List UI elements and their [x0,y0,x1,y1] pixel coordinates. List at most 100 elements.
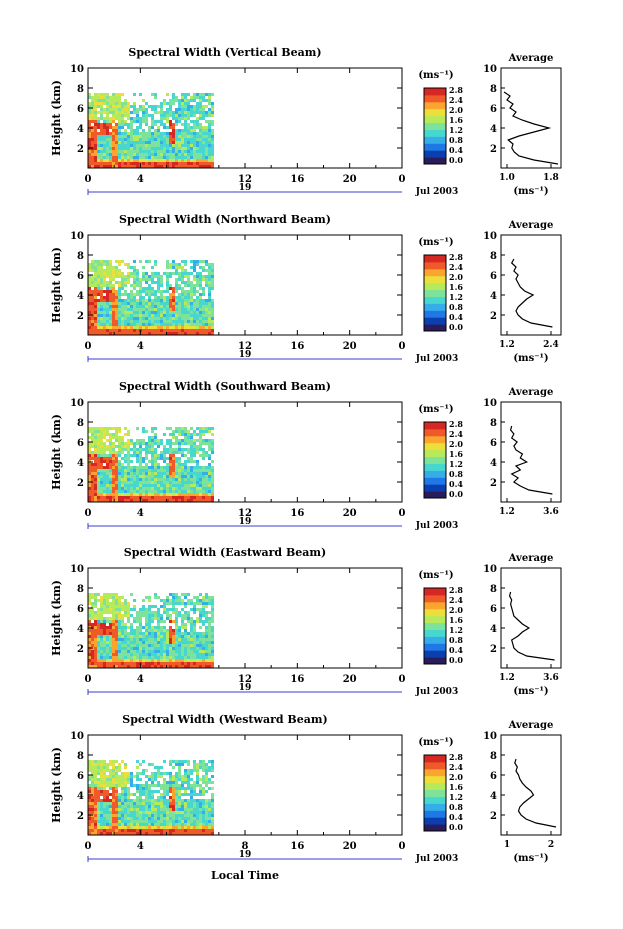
colorbar-frame [423,754,447,832]
profile-y-tick-label: 10 [483,731,497,742]
colorbar-swatch [424,129,446,137]
y-tick-label: 10 [70,564,84,575]
colorbar-swatch [424,422,446,430]
x-tick-label: 0 [399,341,406,352]
x-tick-label: 0 [399,674,406,685]
colorbar-swatch [424,463,446,471]
y-axis-label: Height (km) [50,414,63,490]
profile-title: Average [508,220,554,231]
day-label: 19 [239,350,252,360]
y-tick-label: 8 [77,251,84,262]
colorbar-swatch [424,629,446,637]
profile: Average 2 4 6 8 10 1.2 3.6 [483,387,562,517]
profile-title: Average [508,387,554,398]
colorbar-label: (ms⁻¹) [418,404,453,415]
colorbar-tick-label: 2.0 [449,605,463,615]
colorbar-tick-label: 1.2 [449,459,463,469]
colorbar-frame [423,87,447,165]
colorbar-swatch [424,796,446,804]
heatmap-cells [88,760,214,835]
colorbar-swatch [424,803,446,811]
y-tick-label: 6 [77,104,84,115]
colorbar-swatch [424,310,446,318]
x-tick-label: 12 [238,341,252,352]
y-tick-label: 10 [70,64,84,75]
y-tick-label: 6 [77,771,84,782]
colorbar-swatch [424,115,446,124]
y-tick-label: 2 [77,311,84,322]
colorbar-swatch [424,817,446,825]
y-tick-label: 10 [70,231,84,242]
x-tick-label: 0 [85,341,92,352]
x-tick-label: 16 [290,508,304,519]
y-tick-label: 4 [77,124,84,135]
panel-title: Spectral Width (Vertical Beam) [128,46,321,59]
colorbar-tick-label: 1.6 [449,449,463,459]
profile-y-tick-label: 10 [483,564,497,575]
colorbar-swatch [424,296,446,304]
profile-y-tick-label: 2 [490,811,497,822]
profile-y-tick-label: 4 [490,791,497,802]
colorbar-swatch [424,122,446,130]
colorbar-swatch [424,261,446,270]
colorbar-tick-label: 0.0 [449,655,463,665]
colorbar-tick-label: 2.4 [449,262,463,272]
panel-title: Spectral Width (Westward Beam) [122,713,327,726]
y-tick-label: 6 [77,438,84,449]
colorbar-swatch [424,255,446,263]
profile-line [514,758,557,828]
colorbar-swatch [424,268,446,277]
profile-frame [500,401,562,503]
profile-y-tick-label: 6 [490,438,497,449]
x-tick-label: 12 [238,174,252,185]
profile: Average 2 4 6 8 10 1.2 3.6 (ms⁻¹) [483,553,562,697]
colorbar-swatch [424,275,446,284]
colorbar-tick-label: 1.6 [449,115,463,125]
profile-line [503,91,559,165]
colorbar-tick-label: 1.2 [449,625,463,635]
colorbar-swatch [424,824,446,832]
colorbar-swatch [424,303,446,311]
colorbar-tick-label: 0.0 [449,322,463,332]
y-tick-label: 8 [77,584,84,595]
colorbar-swatch [424,636,446,644]
x-tick-label: 0 [85,674,92,685]
colorbar-swatch [424,442,446,451]
colorbar-swatch [424,150,446,158]
colorbar-tick-label: 1.6 [449,782,463,792]
colorbar-frame [423,587,447,665]
colorbar-swatch [424,136,446,144]
y-axis-label: Height (km) [50,580,63,656]
panel-3: Spectral Width (Southward Beam) 2 4 6 8 10 Hei… [50,380,562,531]
x-tick-label: 4 [137,674,144,685]
colorbar-tick-label: 0.0 [449,155,463,165]
colorbar-swatch [424,470,446,478]
colorbar-swatch [424,108,446,117]
x-axis-label: Local Time [211,869,279,882]
profile-y-tick-label: 4 [490,291,497,302]
x-tick-label: 0 [399,174,406,185]
colorbar: (ms⁻¹) 0.00.40.81.21.62.02.42.8 [418,70,463,165]
x-tick-label: 20 [343,508,357,519]
colorbar-tick-label: 0.8 [449,469,463,479]
colorbar-tick-label: 0.8 [449,802,463,812]
colorbar-swatch [424,588,446,596]
x-tick-label: 12 [238,508,252,519]
colorbar-tick-label: 0.0 [449,489,463,499]
x-tick-label: 8 [242,841,249,852]
date-label: Jul 2003 [415,187,458,197]
colorbar-swatch [424,608,446,617]
panel-4: Spectral Width (Eastward Beam) 2 4 6 8 10 Heig… [50,546,562,697]
colorbar-tick-label: 0.4 [449,812,463,822]
profile-frame [500,734,562,836]
profile-x-label: (ms⁻¹) [513,686,548,697]
colorbar-swatch [424,775,446,784]
colorbar-swatch [424,317,446,325]
profile-frame [500,234,562,336]
y-tick-label: 2 [77,811,84,822]
colorbar-tick-label: 1.2 [449,125,463,135]
profile-y-tick-label: 8 [490,584,497,595]
profile-x-tick-label: 2.4 [543,340,559,350]
colorbar: (ms⁻¹) 0.00.40.81.21.62.02.42.8 [418,570,463,665]
colorbar-tick-label: 2.4 [449,95,463,105]
